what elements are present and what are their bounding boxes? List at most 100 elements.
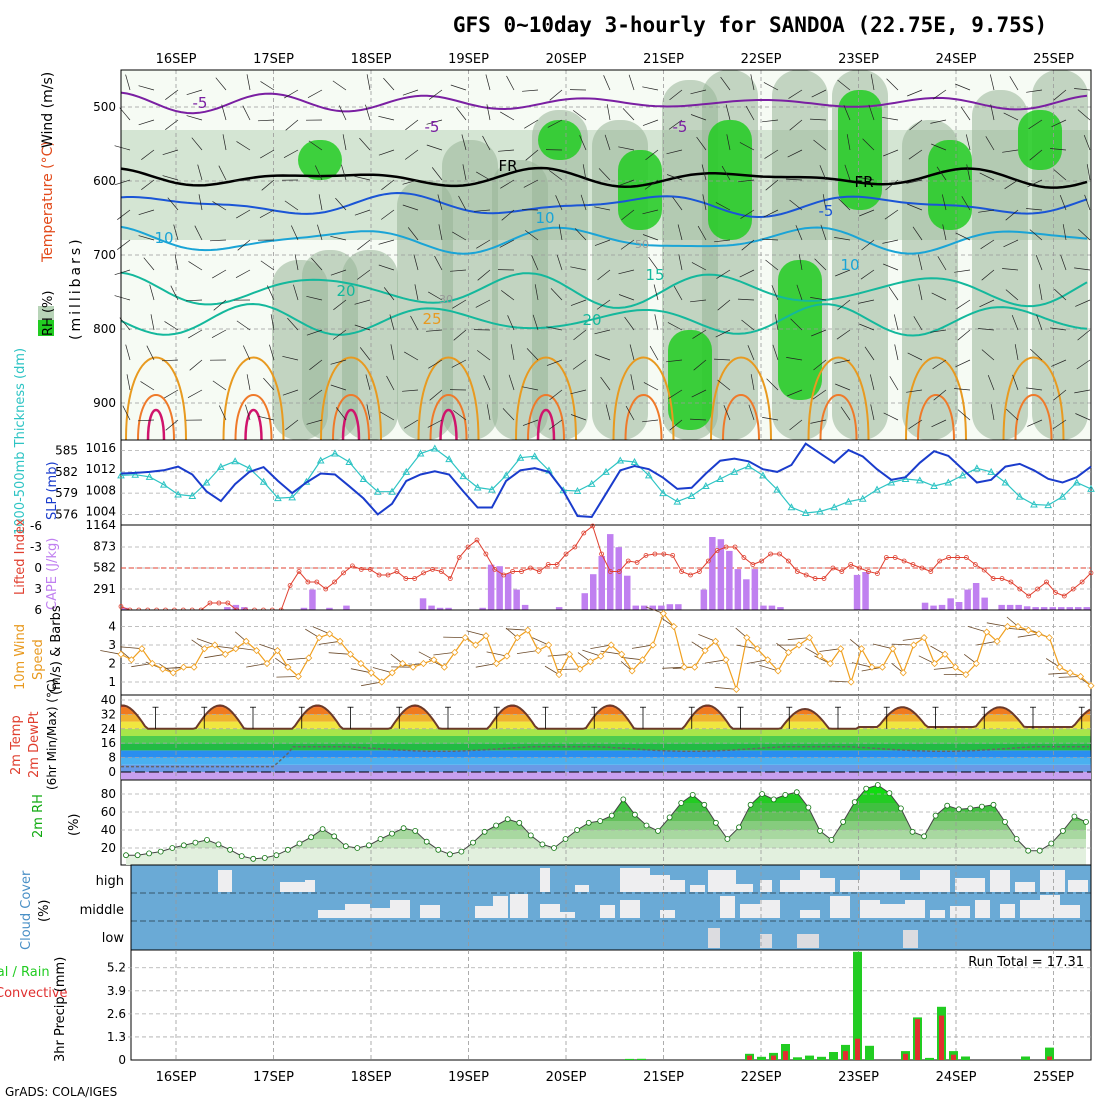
thickness-marker [373, 487, 382, 495]
temp-contour-25 [222, 356, 285, 441]
temp-contour-25 [320, 356, 382, 441]
wind-barb [555, 195, 563, 211]
wind-barb [813, 139, 827, 151]
rh2m-point [724, 836, 731, 842]
lifted-index-point [714, 548, 720, 553]
wind-barb [858, 299, 875, 304]
wind-barb [549, 89, 563, 101]
wind-speed-point [180, 663, 188, 671]
temp-contour-15 [120, 271, 1088, 309]
cloud-high-block [708, 870, 736, 892]
top-date-label: 20SEP [546, 52, 587, 67]
wind-barb [573, 329, 587, 341]
lifted-index-axis-label: Lifted Index [13, 518, 28, 595]
wind-barb [642, 86, 659, 91]
wind-barb [822, 194, 827, 211]
wind-barb [498, 149, 515, 152]
wind-speed-point [910, 641, 918, 649]
thickness-marker [488, 485, 496, 493]
rh2m-point [470, 839, 476, 846]
wind-barb [404, 149, 419, 160]
rh2m-point [250, 855, 257, 862]
wind-barb [862, 138, 875, 151]
rh2m-point [909, 828, 916, 835]
wind-barb [572, 110, 587, 121]
cloud-low-label: low [102, 931, 125, 946]
wind-barb [380, 411, 395, 421]
wind-barb [354, 299, 371, 305]
wind-barb [141, 179, 155, 190]
wind-barb [314, 165, 323, 181]
rh2m-point [331, 833, 338, 840]
wind-barb [236, 209, 251, 219]
wind-barb [212, 269, 227, 279]
wind-barb [955, 83, 971, 91]
wind-barb [138, 235, 155, 241]
wind-speed-point [513, 634, 521, 642]
temperature-label: Temperature (°C) [40, 141, 56, 263]
wind-barb [1009, 76, 1019, 91]
wind-barb [258, 415, 275, 421]
lifted-index-point [937, 558, 943, 564]
precip-total-bar [829, 1052, 838, 1060]
wind-barb [356, 269, 371, 280]
rh2m-point [493, 822, 500, 829]
lifted-index-point [1035, 586, 1040, 592]
wind-barb [383, 287, 395, 301]
wind-barb [212, 380, 227, 391]
wind-barb [765, 179, 779, 191]
wind-barb [125, 344, 131, 361]
lifted-index-point [474, 537, 480, 543]
wind-barb [1002, 268, 1019, 271]
wind-barb [787, 637, 810, 641]
rh2m-point [666, 814, 673, 821]
wind-barb [451, 359, 467, 368]
wind-barb [787, 389, 803, 397]
lifted-index-point [1079, 579, 1085, 585]
wind-barb [834, 237, 851, 241]
wind-barb [906, 179, 923, 184]
wind-barb [1045, 658, 1060, 668]
wind-speed-point [618, 650, 626, 658]
wind-barb [524, 119, 539, 129]
below-zero-band [121, 772, 1091, 780]
wind-barb [246, 374, 251, 391]
wind-speed-point [284, 663, 292, 671]
wind-barb [789, 119, 803, 131]
wind-barb [429, 389, 443, 401]
rh2m-point [967, 805, 974, 812]
thickness-marker [730, 467, 739, 475]
temp-band [121, 728, 1091, 736]
wind-barb [1078, 228, 1091, 241]
wind-barb [985, 136, 995, 151]
temp2m-axis-label: 2m Temp [9, 715, 24, 775]
wind-barb [114, 145, 131, 151]
lifted-index-point [670, 553, 676, 558]
wind-barb [164, 389, 179, 399]
contour-label: 50 [635, 238, 649, 251]
wind-barb [235, 269, 251, 279]
rh2m-panel: 20 40 60 80 2m RH (%) [31, 779, 1092, 866]
wind-barb [194, 225, 203, 241]
wind-barb [1075, 413, 1091, 421]
cloud-high-block [735, 884, 753, 892]
wind-barb [600, 376, 611, 391]
wind-barb [455, 107, 467, 121]
wind-barb [819, 165, 827, 181]
wind-barb [574, 228, 587, 241]
wind-barb [621, 656, 643, 661]
wind-barb [956, 299, 971, 310]
top-date-label: 18SEP [351, 52, 392, 67]
top-date-label: 16SEP [156, 52, 197, 67]
wind-barb [212, 201, 227, 211]
cloud-high-block [900, 880, 920, 892]
wind-barb [606, 104, 611, 121]
wind-label: Wind (m/s) [40, 72, 56, 148]
contour-label: 30 [439, 293, 453, 306]
wind-barb [678, 254, 683, 271]
wind-barb [532, 637, 549, 646]
wind-barb [378, 264, 395, 271]
wind-barb [167, 197, 179, 211]
bottom-date-label: 18SEP [351, 1070, 392, 1085]
temp-contour-25 [807, 356, 870, 441]
